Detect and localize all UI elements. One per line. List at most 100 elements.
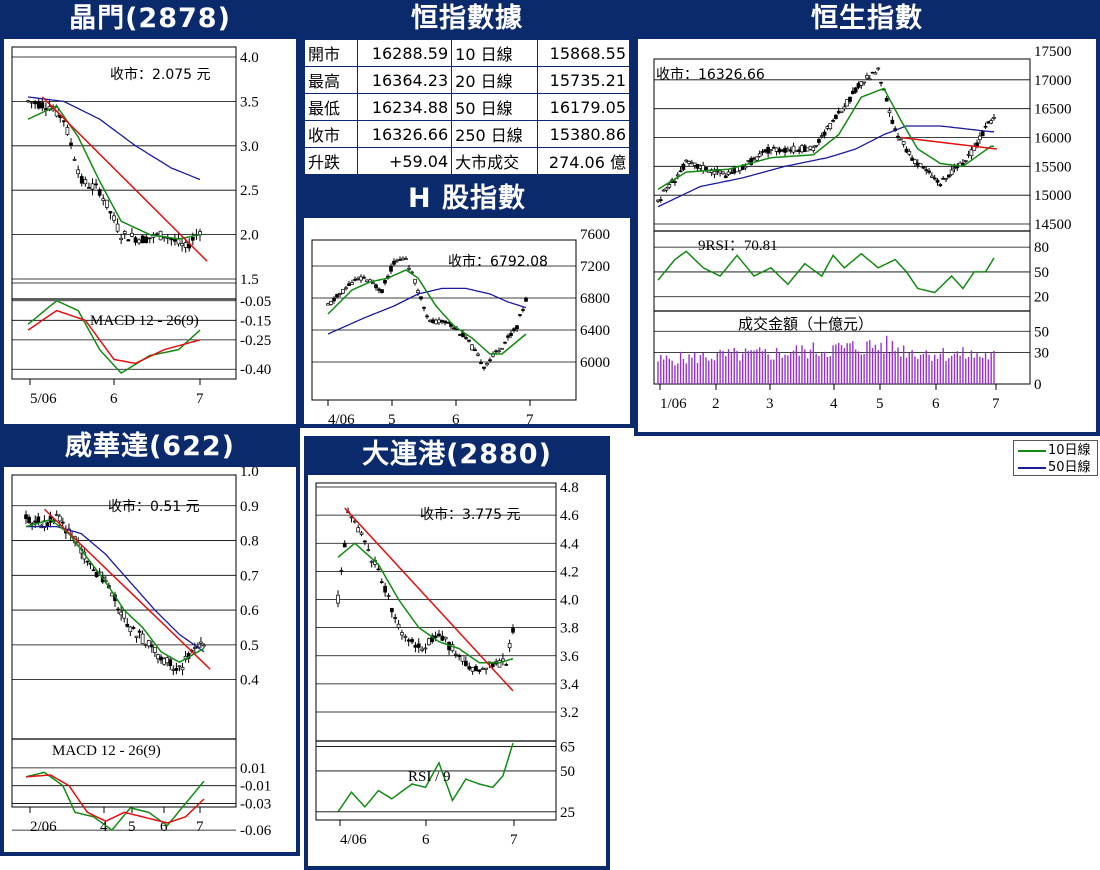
- candle: [380, 289, 384, 293]
- candle: [128, 626, 133, 633]
- candle: [474, 666, 478, 672]
- volume-bar: [891, 340, 894, 384]
- plot-frame: [11, 474, 237, 808]
- x-tick-label: 6: [452, 412, 460, 424]
- volume-bar: [911, 350, 913, 384]
- candle: [470, 344, 474, 351]
- volume-bar: [857, 351, 860, 384]
- volume-bar: [713, 360, 716, 384]
- volume-bar: [979, 356, 981, 384]
- volume-bar: [668, 358, 670, 384]
- panel-weihuada: 威華達(622) 1.0 0.9 0.8 0.7 0.6 0.5 0.4 收市：0.51 元 2…: [0, 428, 300, 856]
- y-tick-label: 6400: [580, 323, 610, 339]
- volume-bar: [917, 358, 919, 384]
- candle: [434, 319, 438, 325]
- candle: [174, 667, 179, 671]
- sub-tick-label: 0.01: [240, 761, 266, 777]
- candle: [712, 170, 717, 175]
- volume-bar: [866, 341, 868, 384]
- candle: [374, 284, 378, 289]
- table-cell: 開市: [303, 39, 359, 67]
- table-title: 恒指數據: [411, 3, 523, 34]
- volume-bar: [795, 345, 798, 384]
- candle: [876, 67, 881, 70]
- candle: [867, 78, 872, 81]
- candle: [431, 319, 435, 324]
- volume-bar: [852, 341, 854, 384]
- candle: [45, 522, 50, 527]
- volume-bar: [665, 355, 668, 384]
- candle: [952, 167, 957, 170]
- candle: [467, 666, 472, 670]
- candle: [437, 633, 441, 637]
- x-tick-label: 3: [766, 396, 774, 412]
- panel-hsi-data: 恒指數據 開市 16288.59 10 日線 15868.55 最高 16364.23 20…: [300, 0, 634, 428]
- volume-bar: [821, 353, 823, 384]
- volume-bar: [798, 355, 800, 384]
- x-tick-label: 7: [196, 391, 204, 407]
- candle: [87, 187, 91, 189]
- candle: [427, 638, 431, 646]
- candle: [862, 81, 866, 84]
- volume-bar: [685, 363, 687, 384]
- candle: [413, 278, 417, 284]
- candle: [924, 169, 929, 172]
- candle: [146, 640, 151, 647]
- volume-bar: [826, 356, 829, 384]
- candle: [169, 238, 174, 241]
- volume-bar: [905, 357, 908, 384]
- volume-bar: [959, 355, 961, 384]
- x-tick-label: 6: [110, 391, 118, 407]
- volume-bar: [662, 359, 665, 384]
- volume-bar: [753, 350, 755, 384]
- candle: [338, 293, 342, 295]
- candle: [122, 231, 127, 234]
- candle: [473, 349, 477, 352]
- volume-bar: [730, 353, 733, 384]
- sub-tick-label: 25: [560, 805, 575, 821]
- candle: [969, 149, 974, 157]
- y-tick-label: 16000: [1034, 131, 1072, 147]
- candle: [497, 660, 502, 668]
- candle: [440, 319, 444, 323]
- volume-tick-label: 0: [1034, 377, 1042, 393]
- candle: [834, 114, 838, 119]
- sub-tick-label: -0.40: [240, 362, 271, 378]
- plot-frame: [311, 239, 577, 401]
- candle: [33, 101, 38, 105]
- candle: [137, 239, 141, 244]
- hshares-chart: 7600 7200 6800 6400 6000 收市：6792.08 4/06 5 6 7: [311, 227, 610, 424]
- volume-bar: [970, 350, 973, 384]
- candle: [949, 169, 954, 175]
- volume-bar: [677, 363, 679, 384]
- x-tick-label: 7: [510, 832, 518, 848]
- candle: [369, 560, 374, 563]
- y-tick-label: 7600: [580, 227, 610, 243]
- candle: [446, 321, 450, 324]
- y-tick-label: 15500: [1034, 159, 1072, 175]
- candle: [347, 283, 351, 287]
- signal-line: [25, 774, 205, 824]
- candle: [168, 659, 173, 666]
- candle: [961, 162, 965, 166]
- table-row: 最高 16364.23 20 日線 15735.21: [303, 66, 630, 94]
- chart-title: 恒生指數: [811, 3, 923, 34]
- volume-bar: [702, 352, 704, 384]
- candle: [329, 301, 333, 305]
- candle: [848, 96, 852, 102]
- candle: [24, 514, 28, 520]
- legend-item-ma50: 50日線: [1016, 459, 1098, 476]
- y-tick-label: 16500: [1034, 102, 1072, 118]
- volume-bar: [914, 356, 916, 384]
- candle: [935, 179, 940, 183]
- volume-bar: [733, 348, 735, 384]
- indicator-label: MACD 12 - 26(9): [90, 313, 199, 329]
- panel-hsi: 恒生指數 17500 17000 16500 16000 15500 15000 14500…: [634, 0, 1100, 436]
- x-tick-label: 5: [876, 396, 884, 412]
- y-tick-label: 3.0: [240, 139, 259, 155]
- candle: [817, 139, 821, 143]
- table-cell: 10 日線: [451, 39, 538, 67]
- x-tick-label: 5: [128, 819, 136, 835]
- candle: [400, 632, 404, 636]
- table-cell: 16326.66: [357, 120, 453, 148]
